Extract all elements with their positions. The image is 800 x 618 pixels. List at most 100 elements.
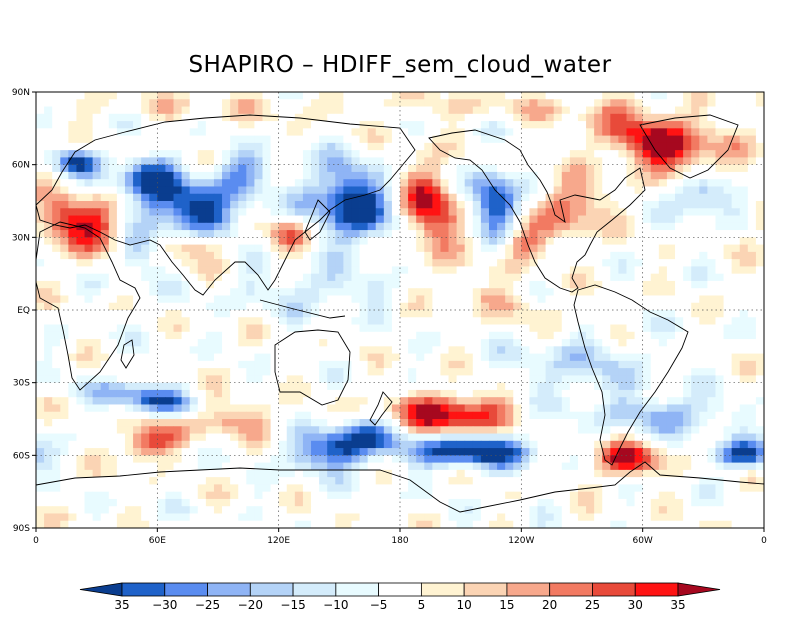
heatmap-cell	[424, 368, 433, 376]
heatmap-cell	[739, 346, 749, 354]
heatmap-cell	[286, 389, 296, 398]
heatmap-cell	[618, 92, 627, 100]
heatmap-cell	[553, 389, 563, 398]
heatmap-cell	[157, 310, 166, 318]
heatmap-cell	[586, 368, 595, 376]
heatmap-cell	[723, 353, 733, 362]
heatmap-cell	[755, 164, 765, 173]
heatmap-cell	[675, 121, 684, 129]
heatmap-cell	[480, 310, 490, 318]
heatmap-cell	[173, 382, 182, 391]
heatmap-cell	[650, 411, 660, 420]
heatmap-cell	[302, 317, 312, 325]
heatmap-cell	[432, 113, 441, 122]
heatmap-cell	[52, 113, 61, 122]
heatmap-cell	[505, 113, 514, 122]
heatmap-cell	[124, 179, 134, 187]
heatmap-cell	[408, 157, 417, 166]
heatmap-cell	[747, 419, 757, 427]
heatmap-cell	[375, 295, 385, 304]
heatmap-cell	[141, 353, 150, 362]
heatmap-cell	[683, 477, 692, 485]
heatmap-cell	[626, 106, 635, 115]
heatmap-cell	[391, 469, 401, 478]
heatmap-cell	[553, 128, 563, 136]
heatmap-cell	[675, 273, 684, 282]
heatmap-cell	[456, 382, 466, 391]
heatmap-cell	[36, 99, 45, 107]
heatmap-cell	[383, 186, 393, 195]
heatmap-cell	[594, 280, 603, 289]
heatmap-cell	[626, 230, 635, 238]
heatmap-cell	[683, 113, 692, 122]
heatmap-cell	[594, 324, 603, 333]
heatmap-cell	[691, 310, 700, 318]
heatmap-cell	[650, 157, 660, 166]
heatmap-cell	[124, 324, 134, 333]
heatmap-cell	[124, 404, 134, 413]
heatmap-cell	[68, 266, 77, 275]
heatmap-cell	[529, 419, 538, 427]
heatmap-cell	[577, 121, 587, 129]
heatmap-cell	[650, 382, 660, 391]
heatmap-cell	[408, 259, 417, 267]
heatmap-cell	[270, 142, 280, 151]
heatmap-cell	[52, 426, 61, 434]
heatmap-cell	[626, 484, 635, 493]
heatmap-cell	[456, 433, 466, 442]
heatmap-cell	[691, 193, 700, 202]
heatmap-cell	[723, 375, 733, 384]
heatmap-cell	[448, 317, 458, 325]
heatmap-cell	[84, 462, 94, 471]
heatmap-cell	[561, 106, 571, 115]
heatmap-cell	[52, 353, 61, 362]
heatmap-cell	[375, 157, 385, 166]
heatmap-cell	[424, 324, 433, 333]
heatmap-cell	[650, 426, 660, 434]
heatmap-cell	[205, 150, 215, 158]
heatmap-cell	[553, 419, 563, 427]
heatmap-cell	[537, 397, 546, 405]
heatmap-cell	[529, 295, 538, 304]
heatmap-cell	[36, 150, 45, 158]
heatmap-cell	[408, 179, 417, 187]
heatmap-cell	[488, 469, 498, 478]
heatmap-cell	[343, 171, 352, 180]
heatmap-cell	[747, 462, 757, 471]
heatmap-cell	[464, 295, 474, 304]
heatmap-cell	[197, 346, 207, 354]
heatmap-cell	[658, 92, 668, 100]
heatmap-cell	[189, 324, 199, 333]
heatmap-cell	[262, 121, 271, 129]
heatmap-cell	[569, 259, 579, 267]
heatmap-cell	[254, 280, 263, 289]
heatmap-cell	[755, 368, 765, 376]
heatmap-cell	[513, 317, 522, 325]
heatmap-cell	[205, 99, 215, 107]
heatmap-cell	[683, 259, 692, 267]
heatmap-cell	[464, 353, 474, 362]
heatmap-cell	[173, 491, 182, 500]
heatmap-cell	[456, 469, 466, 478]
heatmap-cell	[327, 448, 336, 456]
heatmap-cell	[116, 266, 126, 275]
heatmap-cell	[335, 419, 344, 427]
heatmap-cell	[472, 201, 482, 209]
heatmap-cell	[666, 310, 676, 318]
heatmap-cell	[294, 150, 304, 158]
heatmap-cell	[222, 273, 231, 282]
heatmap-cell	[577, 215, 587, 224]
heatmap-cell	[238, 201, 247, 209]
heatmap-cell	[440, 433, 449, 442]
heatmap-cell	[658, 266, 668, 275]
heatmap-cell	[505, 346, 514, 354]
heatmap-cell	[577, 266, 587, 275]
heatmap-cell	[715, 317, 724, 325]
heatmap-cell	[715, 230, 724, 238]
heatmap-cell	[497, 150, 506, 158]
heatmap-cell	[92, 208, 102, 216]
heatmap-cell	[707, 222, 716, 231]
heatmap-cell	[586, 353, 595, 362]
heatmap-cell	[739, 368, 749, 376]
heatmap-cell	[691, 440, 700, 449]
